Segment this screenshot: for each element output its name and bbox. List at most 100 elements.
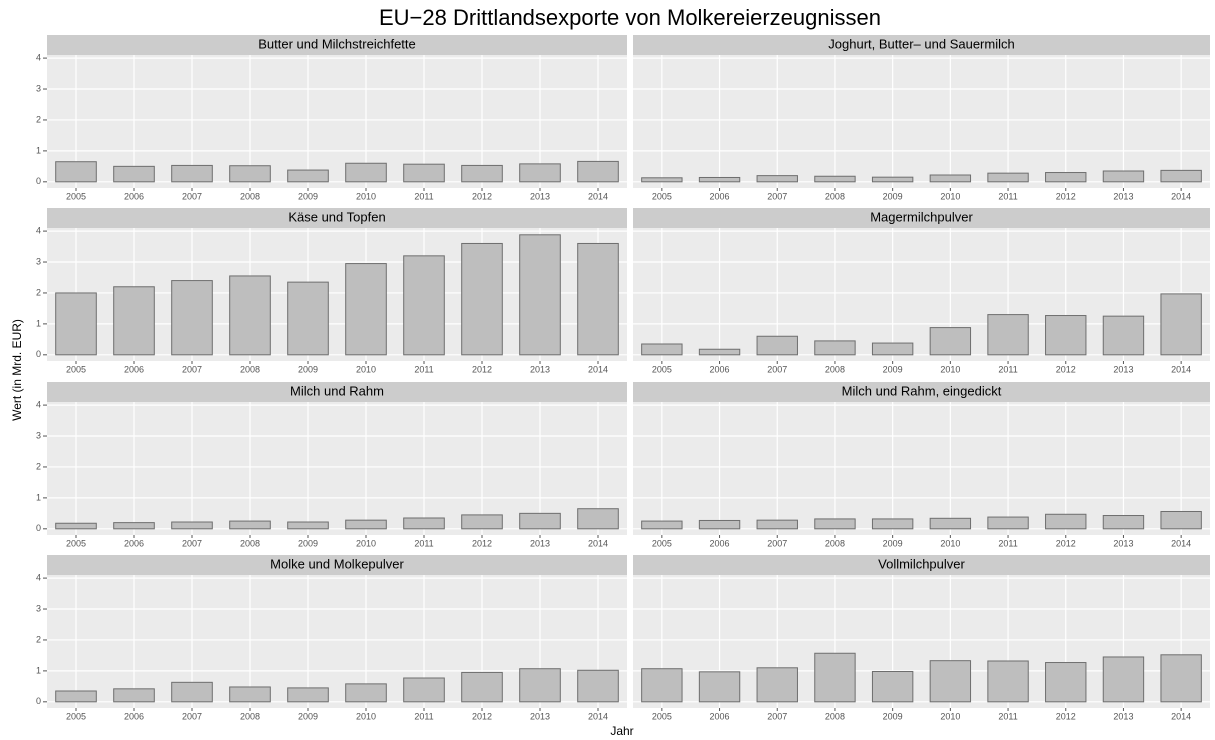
bar	[871, 342, 914, 356]
x-tick-label: 2006	[124, 711, 144, 721]
x-tick-label: 2006	[124, 364, 144, 374]
x-tick-label: 2014	[588, 538, 608, 548]
x-tick-label: 2012	[472, 191, 492, 201]
bar	[814, 340, 856, 356]
x-tick-label: 2008	[825, 711, 845, 721]
x-tick-label: 2005	[652, 364, 672, 374]
y-tick-label: 0	[36, 523, 41, 533]
x-tick-label: 2012	[1056, 364, 1076, 374]
y-tick-label: 4	[36, 399, 41, 409]
bar	[519, 163, 561, 183]
x-tick-label: 2007	[182, 191, 202, 201]
bar	[577, 160, 619, 183]
bar	[461, 514, 503, 530]
bar	[814, 652, 856, 703]
x-tick-label: 2013	[530, 711, 550, 721]
bar	[698, 176, 741, 183]
bar	[1102, 515, 1145, 530]
bar	[871, 671, 914, 703]
x-tick-label: 2009	[883, 711, 903, 721]
bar	[1160, 293, 1202, 356]
bar	[403, 517, 445, 530]
y-axis-label: Wert (in Mrd. EUR)	[10, 319, 24, 421]
bar	[756, 335, 798, 356]
bar	[756, 667, 798, 703]
x-tick-label: 2014	[1171, 191, 1191, 201]
x-tick-label: 2007	[767, 364, 787, 374]
bar	[345, 263, 387, 356]
bar	[519, 512, 561, 530]
bar	[1102, 656, 1145, 703]
bar	[1045, 172, 1087, 183]
x-tick-label: 2007	[767, 538, 787, 548]
y-tick-label: 2	[36, 114, 41, 124]
strip	[633, 382, 1210, 402]
bar	[577, 669, 619, 703]
bar	[461, 242, 503, 356]
bar	[113, 165, 155, 183]
x-tick-label: 2011	[414, 711, 433, 721]
bar	[987, 314, 1029, 356]
x-tick-label: 2014	[1171, 538, 1191, 548]
y-tick-label: 1	[36, 318, 41, 328]
x-tick-label: 2014	[588, 191, 608, 201]
bar	[113, 522, 155, 530]
panel-title: Joghurt, Butter– und Sauermilch	[828, 36, 1014, 51]
bar	[1160, 169, 1202, 183]
bar	[756, 175, 798, 183]
bar	[345, 519, 387, 530]
bar	[698, 519, 741, 530]
x-tick-label: 2009	[883, 538, 903, 548]
x-tick-label: 2011	[414, 191, 433, 201]
x-tick-label: 2010	[940, 538, 960, 548]
y-tick-label: 0	[36, 696, 41, 706]
x-tick-label: 2013	[530, 364, 550, 374]
x-tick-label: 2011	[414, 364, 433, 374]
bar	[287, 169, 329, 183]
bar	[345, 162, 387, 183]
x-tick-label: 2006	[710, 364, 730, 374]
y-tick-label: 4	[36, 52, 41, 62]
x-tick-label: 2005	[652, 711, 672, 721]
bar	[55, 690, 97, 703]
panel-title: Butter und Milchstreichfette	[258, 36, 416, 51]
x-tick-label: 2008	[240, 538, 260, 548]
panel-background	[633, 55, 1210, 188]
x-tick-label: 2012	[1056, 711, 1076, 721]
bar	[929, 327, 972, 356]
bar	[929, 517, 972, 530]
bar	[929, 660, 972, 703]
x-tick-label: 2005	[652, 538, 672, 548]
x-tick-label: 2006	[710, 191, 730, 201]
bar	[55, 292, 97, 356]
bar	[229, 165, 271, 183]
bar	[345, 683, 387, 703]
bar	[987, 172, 1029, 183]
bar	[1160, 654, 1202, 703]
bar	[814, 518, 856, 530]
x-tick-label: 2007	[767, 191, 787, 201]
x-tick-label: 2006	[710, 711, 730, 721]
x-tick-label: 2011	[998, 191, 1017, 201]
x-tick-label: 2011	[998, 538, 1017, 548]
panel-title: Vollmilchpulver	[878, 556, 965, 571]
x-tick-label: 2006	[710, 538, 730, 548]
y-tick-label: 0	[36, 176, 41, 186]
panel-title: Käse und Topfen	[288, 209, 385, 224]
x-tick-label: 2006	[124, 538, 144, 548]
x-tick-label: 2011	[414, 538, 433, 548]
x-axis-label: Jahr	[610, 724, 633, 738]
x-tick-label: 2008	[825, 538, 845, 548]
bar	[287, 687, 329, 703]
x-tick-label: 2012	[472, 711, 492, 721]
bar	[113, 286, 155, 356]
x-tick-label: 2014	[1171, 711, 1191, 721]
y-tick-label: 1	[36, 492, 41, 502]
bar	[287, 521, 329, 530]
y-tick-label: 4	[36, 225, 41, 235]
y-tick-label: 1	[36, 145, 41, 155]
bar	[1160, 510, 1202, 530]
x-tick-label: 2014	[1171, 364, 1191, 374]
x-tick-label: 2009	[883, 191, 903, 201]
panel-title: Milch und Rahm	[290, 383, 384, 398]
